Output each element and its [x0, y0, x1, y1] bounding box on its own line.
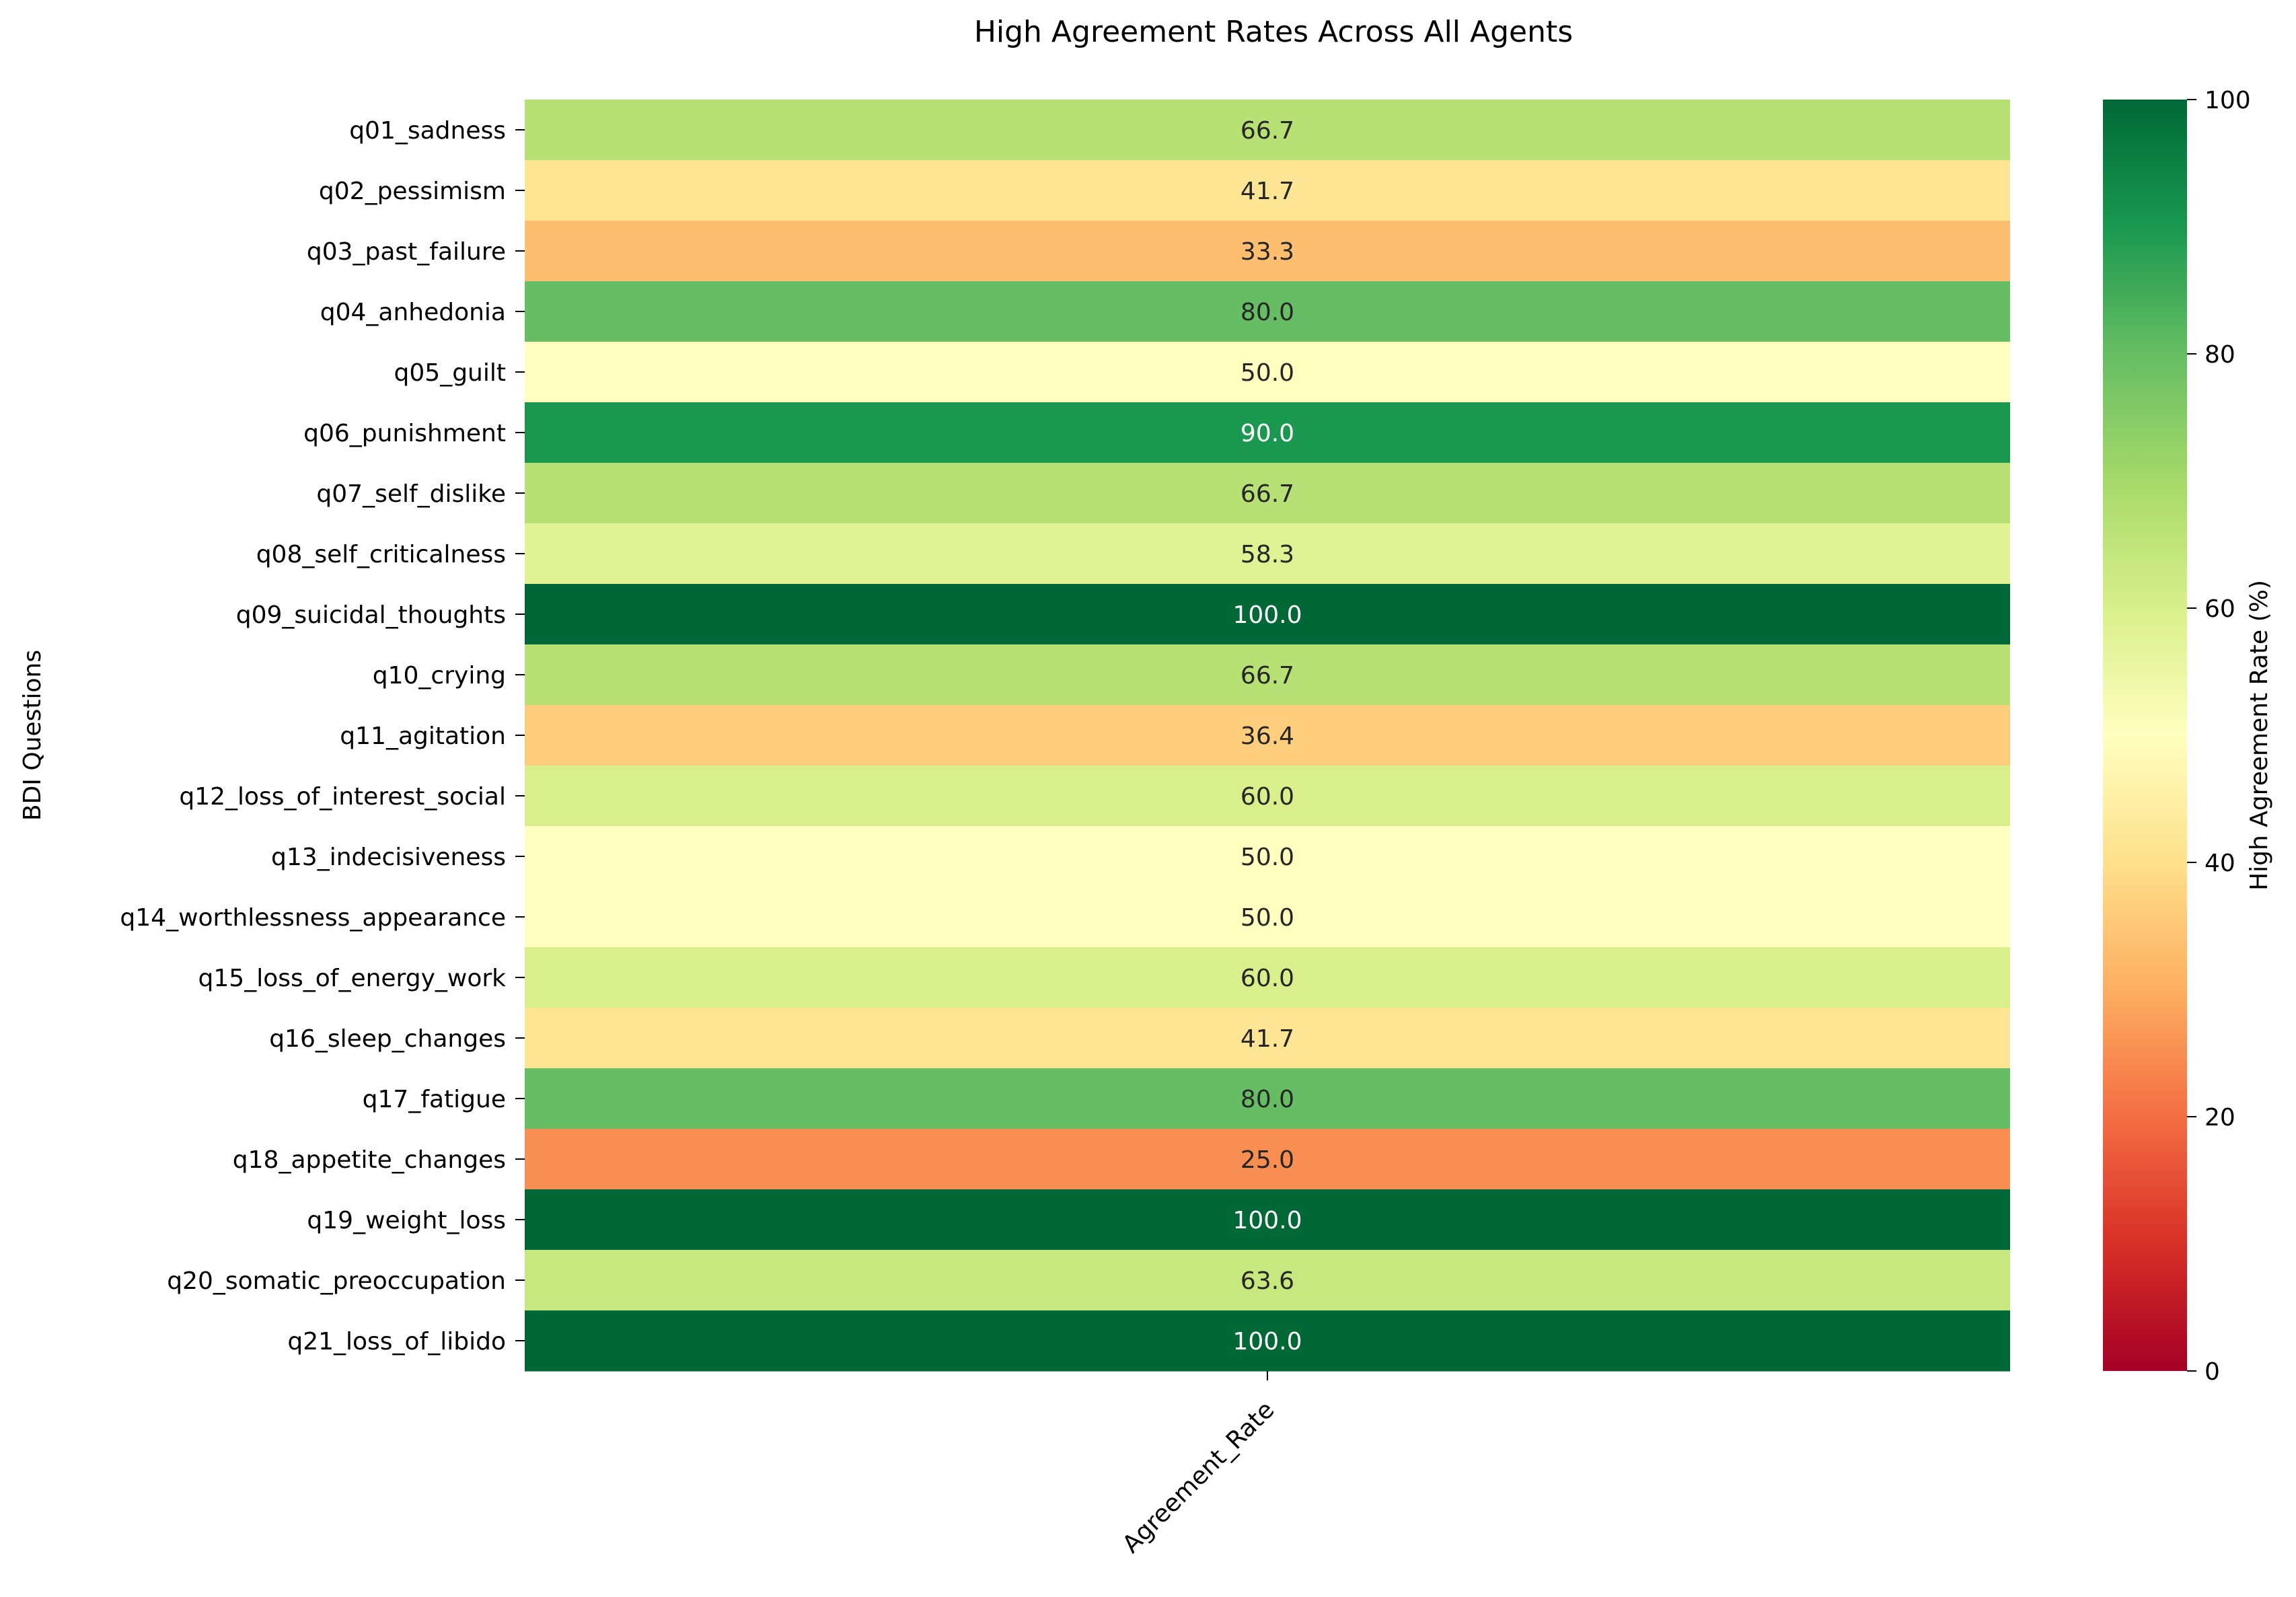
row-label: q09_suicidal_thoughts	[236, 601, 506, 629]
colorbar-tick-label: 60	[2205, 595, 2235, 623]
cell-value-label: 33.3	[1240, 238, 1294, 266]
cell-value-label: 66.7	[1240, 480, 1294, 508]
cell-value-label: 36.4	[1240, 722, 1294, 750]
heatmap-cell	[525, 402, 2010, 463]
heatmap-cell	[525, 100, 2010, 161]
heatmap-cell	[525, 523, 2010, 585]
chart-title: High Agreement Rates Across All Agents	[974, 15, 1573, 49]
row-label: q14_worthlessness_appearance	[120, 904, 506, 932]
heatmap-cell	[525, 1129, 2010, 1190]
row-label: q15_loss_of_energy_work	[198, 965, 507, 992]
row-label: q16_sleep_changes	[269, 1025, 506, 1053]
row-label: q13_indecisiveness	[271, 844, 506, 871]
colorbar	[2103, 100, 2187, 1371]
cell-value-label: 66.7	[1240, 662, 1294, 690]
cell-value-label: 80.0	[1240, 299, 1294, 326]
cell-value-label: 80.0	[1240, 1086, 1294, 1113]
row-label: q11_agitation	[340, 722, 506, 750]
colorbar-tick-label: 80	[2205, 341, 2235, 369]
cell-value-label: 25.0	[1240, 1146, 1294, 1174]
colorbar-tick-label: 40	[2205, 850, 2235, 877]
heatmap-cell	[525, 160, 2010, 221]
colorbar-tick-label: 20	[2205, 1104, 2235, 1131]
cell-value-label: 100.0	[1232, 601, 1302, 629]
heatmap-cell	[525, 1250, 2010, 1311]
heatmap-cell	[525, 766, 2010, 827]
heatmap-cell	[525, 887, 2010, 948]
row-label: q01_sadness	[349, 117, 506, 145]
row-label: q08_self_criticalness	[256, 541, 506, 568]
heatmap-cells: 66.7 41.7 33.3 80.0 50.0 90.0 66.7 58.3 100.0 66.…	[525, 100, 2010, 1372]
cell-value-label: 58.3	[1240, 541, 1294, 568]
cell-value-label: 66.7	[1240, 117, 1294, 145]
heatmap-cell	[525, 826, 2010, 887]
row-label: q10_crying	[373, 662, 506, 690]
cell-value-label: 90.0	[1240, 420, 1294, 447]
row-label: q12_loss_of_interest_social	[179, 783, 506, 811]
heatmap-cell	[525, 463, 2010, 524]
heatmap-cell	[525, 221, 2010, 282]
cell-value-label: 50.0	[1240, 359, 1294, 387]
heatmap-cell	[525, 705, 2010, 766]
cell-value-label: 100.0	[1232, 1207, 1302, 1234]
cell-value-label: 50.0	[1240, 904, 1294, 932]
row-label: q18_appetite_changes	[233, 1146, 506, 1174]
heatmap-cell	[525, 584, 2010, 645]
heatmap-cell	[525, 1068, 2010, 1129]
heatmap-cell	[525, 1189, 2010, 1251]
row-label: q19_weight_loss	[307, 1207, 506, 1234]
cell-value-label: 100.0	[1232, 1328, 1302, 1355]
colorbar-tick-label: 0	[2205, 1358, 2220, 1386]
heatmap-cell	[525, 644, 2010, 706]
cell-value-label: 63.6	[1240, 1267, 1294, 1295]
row-label: q17_fatigue	[363, 1086, 506, 1113]
row-label: q06_punishment	[303, 420, 506, 447]
colorbar-label: High Agreement Rate (%)	[2246, 580, 2273, 891]
colorbar-tick-label: 100	[2205, 87, 2251, 114]
row-label: q21_loss_of_libido	[287, 1328, 506, 1355]
colorbar-ticks: 0 20 40 60 80 100	[2187, 87, 2251, 1386]
row-label: q02_pessimism	[319, 178, 506, 205]
heatmap-cell	[525, 1310, 2010, 1372]
row-label: q07_self_dislike	[316, 480, 506, 508]
column-labels: Agreement_Rate	[1117, 1371, 1280, 1559]
heatmap-cell	[525, 1008, 2010, 1069]
cell-value-label: 60.0	[1240, 965, 1294, 992]
cell-value-label: 41.7	[1240, 1025, 1294, 1053]
row-label: q20_somatic_preoccupation	[167, 1267, 506, 1295]
row-labels: q01_sadness q02_pessimism q03_past_failure…	[120, 117, 525, 1355]
y-axis-label: BDI Questions	[19, 650, 46, 821]
heatmap-cell	[525, 281, 2010, 342]
heatmap-cell	[525, 947, 2010, 1008]
cell-value-label: 50.0	[1240, 844, 1294, 871]
cell-value-label: 41.7	[1240, 178, 1294, 205]
row-label: q03_past_failure	[307, 238, 506, 266]
cell-value-label: 60.0	[1240, 783, 1294, 811]
heatmap-cell	[525, 342, 2010, 403]
row-label: q05_guilt	[394, 359, 506, 387]
row-label: q04_anhedonia	[320, 299, 506, 326]
column-label: Agreement_Rate	[1117, 1396, 1280, 1558]
